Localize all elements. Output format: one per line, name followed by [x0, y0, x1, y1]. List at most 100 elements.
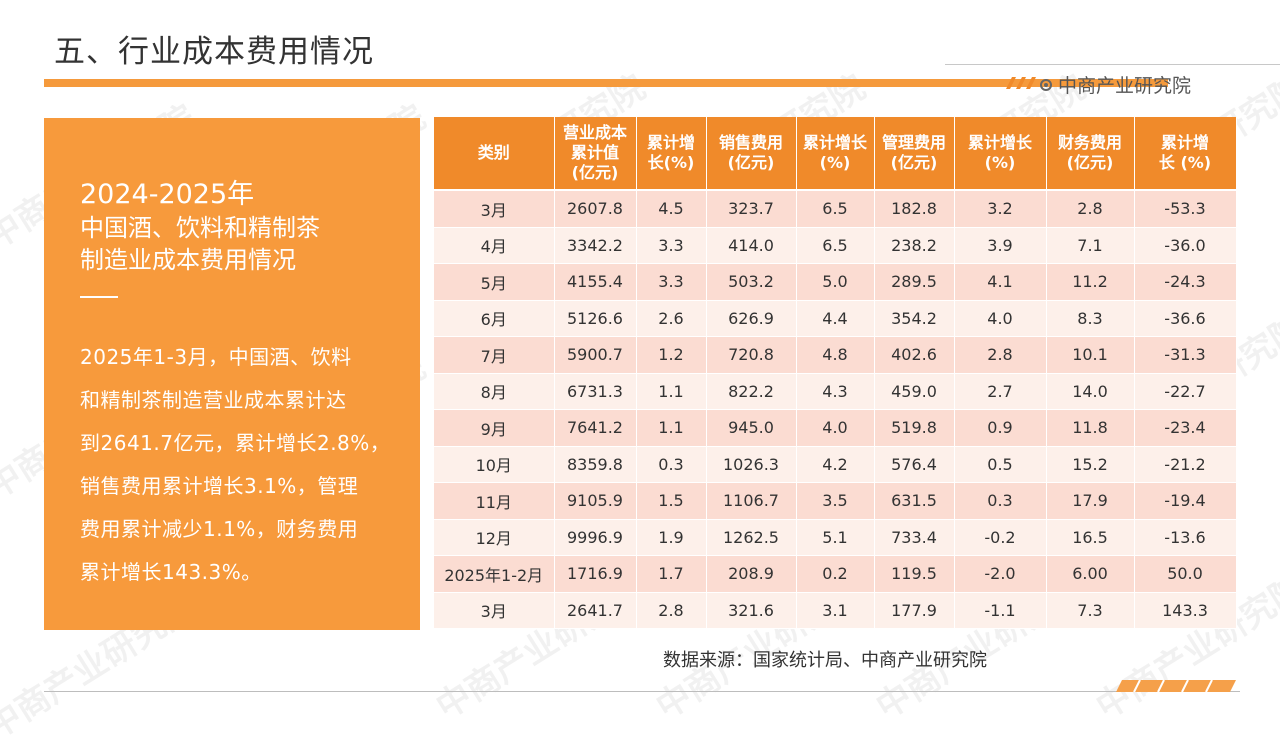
summary-desc-line: 2025年1-3月，中国酒、饮料 — [80, 345, 352, 369]
table-cell: 2.8 — [636, 592, 707, 629]
table-cell: 3.9 — [954, 227, 1047, 264]
header-line: (%) — [984, 153, 1016, 172]
table-cell: 720.8 — [706, 336, 797, 374]
table-cell: 6.5 — [796, 227, 875, 264]
row-category-cell: 4月 — [434, 227, 555, 264]
table-row: 10月 8359.8 0.3 1026.3 4.2 576.4 0.5 15.2 -21.2 — [434, 446, 1237, 483]
table-cell: 733.4 — [874, 519, 955, 556]
summary-desc-line: 费用累计减少1.1%，财务费用 — [80, 517, 359, 541]
table-cell: 11.8 — [1046, 409, 1135, 447]
table-cell: 143.3 — [1134, 592, 1237, 629]
table-row: 3月 2641.7 2.8 321.6 3.1 177.9 -1.1 7.3 143.3 — [434, 592, 1237, 629]
header-line: 累计增长 — [967, 133, 1032, 152]
table-cell: 8.3 — [1046, 300, 1135, 337]
table-cell: 4.5 — [636, 190, 707, 228]
header-line: 管理费用 — [881, 133, 946, 152]
table-cell: 519.8 — [874, 409, 955, 447]
summary-panel: 2024-2025年 中国酒、饮料和精制茶 制造业成本费用情况 2025年1-3… — [44, 118, 420, 630]
brand-name: 中商产业研究院 — [1058, 75, 1192, 97]
table-cell: 1.1 — [636, 373, 707, 410]
summary-desc-line: 和精制茶制造营业成本累计达 — [80, 388, 347, 412]
summary-desc-line: 到2641.7亿元，累计增长2.8%， — [80, 431, 391, 455]
header-line: (%) — [819, 153, 851, 172]
table-cell: 1.1 — [636, 409, 707, 447]
footer-divider — [44, 691, 1240, 692]
table-cell: -53.3 — [1134, 190, 1237, 228]
table-cell: 0.2 — [796, 555, 875, 593]
table-row: 6月 5126.6 2.6 626.9 4.4 354.2 4.0 8.3 -36.6 — [434, 300, 1237, 337]
table-row: 2025年1-2月 1716.9 1.7 208.9 0.2 119.5 -2.0 6.00 5… — [434, 555, 1237, 593]
header-line: 累计值 — [570, 143, 619, 162]
table-cell: 5126.6 — [554, 300, 637, 337]
table-row: 9月 7641.2 1.1 945.0 4.0 519.8 0.9 11.8 -23.4 — [434, 409, 1237, 447]
header-line: 累计增 — [646, 133, 695, 152]
cost-table: 类别 营业成本 累计值 (亿元) 累计增 长(%) 销售费用 (亿元) 累计增长 (%) 管理费用(… — [434, 117, 1237, 629]
table-header-cell: 累计增长(%) — [636, 117, 707, 191]
table-cell: 626.9 — [706, 300, 797, 337]
table-cell: 9996.9 — [554, 519, 637, 556]
table-cell: 238.2 — [874, 227, 955, 264]
table-cell: 0.9 — [954, 409, 1047, 447]
table-cell: 576.4 — [874, 446, 955, 483]
table-cell: 6.00 — [1046, 555, 1135, 593]
table-cell: 1262.5 — [706, 519, 797, 556]
table-cell: 182.8 — [874, 190, 955, 228]
table-cell: 8359.8 — [554, 446, 637, 483]
table-cell: 4155.4 — [554, 263, 637, 301]
table-row: 3月 2607.8 4.5 323.7 6.5 182.8 3.2 2.8 -53.3 — [434, 190, 1237, 228]
table-cell: 3.5 — [796, 482, 875, 520]
table-cell: 3.3 — [636, 263, 707, 301]
table-cell: 1.7 — [636, 555, 707, 593]
table-cell: 6.5 — [796, 190, 875, 228]
summary-year: 2024-2025年 — [80, 179, 255, 210]
table-cell: -13.6 — [1134, 519, 1237, 556]
page-title: 五、行业成本费用情况 — [54, 34, 374, 70]
row-category-cell: 12月 — [434, 519, 555, 556]
header-line: 财务费用 — [1057, 133, 1122, 152]
table-cell: 7641.2 — [554, 409, 637, 447]
table-cell: -22.7 — [1134, 373, 1237, 410]
table-cell: 822.2 — [706, 373, 797, 410]
table-cell: -36.6 — [1134, 300, 1237, 337]
row-category-cell: 5月 — [434, 263, 555, 301]
data-source-note: 数据来源：国家统计局、中商产业研究院 — [663, 650, 987, 671]
table-cell: 414.0 — [706, 227, 797, 264]
table-cell: 3.1 — [796, 592, 875, 629]
table-row: 4月 3342.2 3.3 414.0 6.5 238.2 3.9 7.1 -36.0 — [434, 227, 1237, 264]
table-header-cell: 累计增长(%) — [954, 117, 1047, 191]
table-cell: -31.3 — [1134, 336, 1237, 374]
table-cell: 177.9 — [874, 592, 955, 629]
row-category-cell: 8月 — [434, 373, 555, 410]
table-cell: 10.1 — [1046, 336, 1135, 374]
summary-divider — [80, 296, 118, 298]
table-cell: 2.8 — [1046, 190, 1135, 228]
row-category-cell: 7月 — [434, 336, 555, 374]
table-cell: 2.7 — [954, 373, 1047, 410]
row-category-cell: 3月 — [434, 592, 555, 629]
summary-subtitle-line2: 制造业成本费用情况 — [80, 246, 296, 274]
table-cell: 5.0 — [796, 263, 875, 301]
row-category-cell: 6月 — [434, 300, 555, 337]
table-cell: 15.2 — [1046, 446, 1135, 483]
table-cell: 4.3 — [796, 373, 875, 410]
summary-desc-line: 累计增长143.3%。 — [80, 560, 262, 584]
table-cell: 4.0 — [796, 409, 875, 447]
table-cell: 11.2 — [1046, 263, 1135, 301]
table-cell: 0.3 — [636, 446, 707, 483]
cost-table-container: 类别 营业成本 累计值 (亿元) 累计增 长(%) 销售费用 (亿元) 累计增长 (%) 管理费用(… — [434, 117, 1237, 629]
table-cell: 4.8 — [796, 336, 875, 374]
table-cell: 2.8 — [954, 336, 1047, 374]
table-cell: 323.7 — [706, 190, 797, 228]
table-cell: -24.3 — [1134, 263, 1237, 301]
table-header-cell: 类别 — [434, 117, 555, 191]
table-cell: 17.9 — [1046, 482, 1135, 520]
table-cell: 7.3 — [1046, 592, 1135, 629]
table-cell: -23.4 — [1134, 409, 1237, 447]
table-cell: 2641.7 — [554, 592, 637, 629]
summary-desc-line: 销售费用累计增长3.1%，管理 — [80, 474, 359, 498]
table-cell: 0.3 — [954, 482, 1047, 520]
header-line: 长 (%) — [1158, 153, 1212, 172]
footer-stripe-decoration-icon — [1116, 680, 1236, 692]
header-line: (亿元) — [890, 153, 938, 172]
target-circle-icon — [1040, 78, 1052, 91]
